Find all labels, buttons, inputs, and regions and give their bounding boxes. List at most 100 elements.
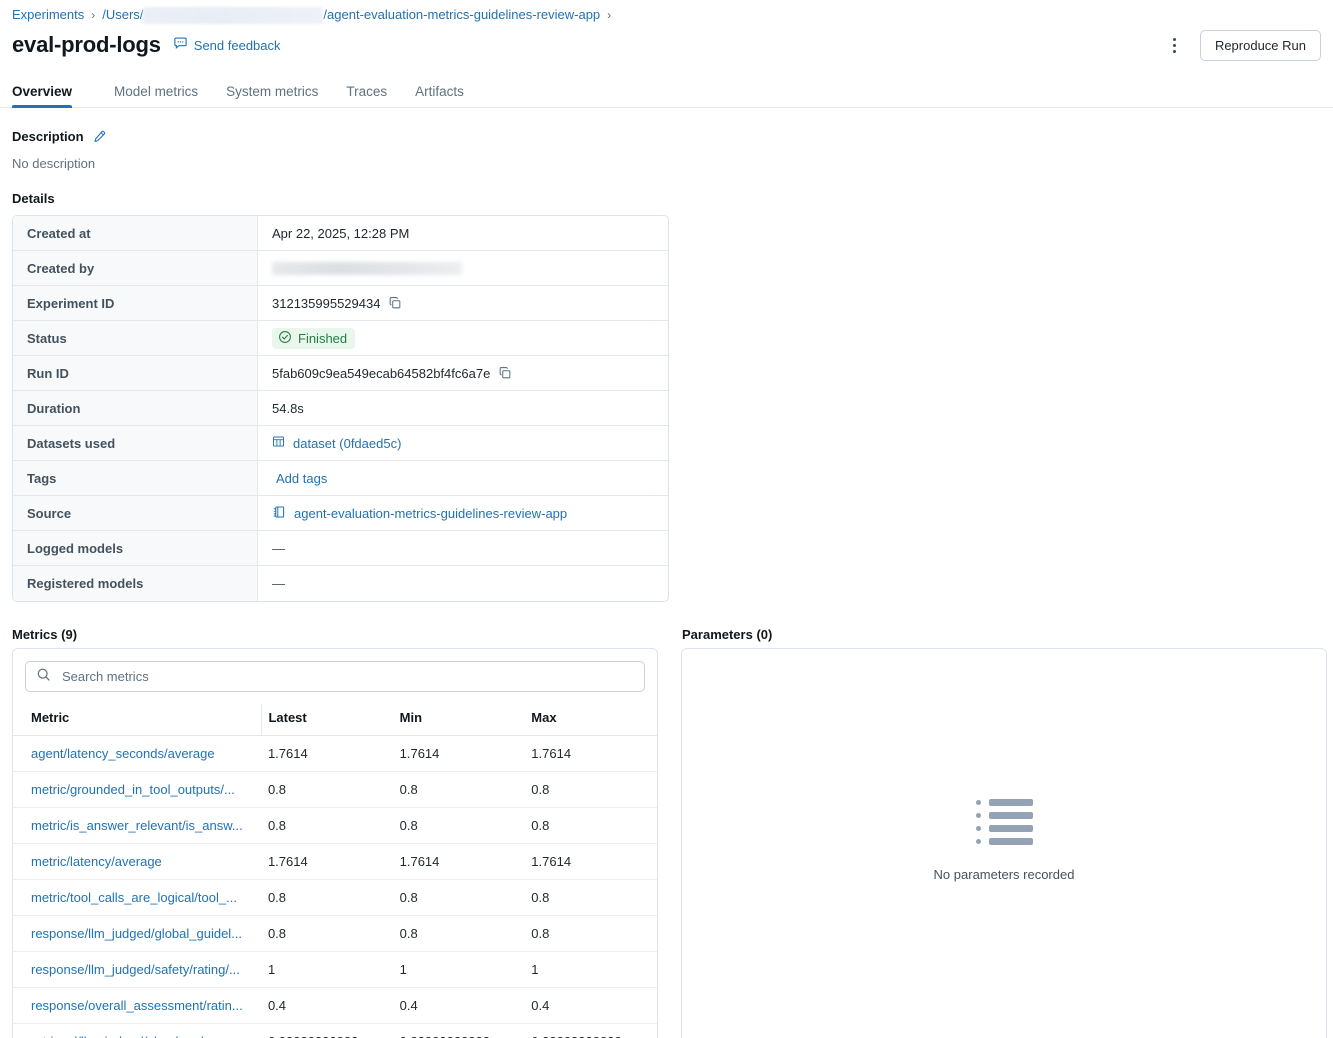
parameters-empty-state: No parameters recorded xyxy=(682,799,1326,882)
column-header-latest[interactable]: Latest xyxy=(261,704,394,736)
metrics-table-head: Metric Latest Min Max xyxy=(13,704,657,736)
column-header-metric[interactable]: Metric xyxy=(13,704,263,736)
metric-min-cell: 0.33333333333... xyxy=(393,1023,526,1038)
details-row-logged-models: Logged models — xyxy=(13,531,668,566)
metric-name-cell: metric/tool_calls_are_logical/tool_... xyxy=(13,879,262,916)
table-row: metric/grounded_in_tool_outputs/... 0.8 … xyxy=(13,771,657,808)
source-link[interactable]: agent-evaluation-metrics-guidelines-revi… xyxy=(294,505,568,521)
metric-max-cell: 1.7614 xyxy=(525,735,657,772)
breadcrumb-separator-icon: › xyxy=(91,8,96,22)
description-heading: Description xyxy=(12,129,106,144)
details-value-tags: Add tags xyxy=(258,461,668,495)
details-row-created-by: Created by xyxy=(13,251,668,286)
metric-max-cell: 0.33333333333... xyxy=(525,1023,657,1038)
send-feedback-label: Send feedback xyxy=(193,37,281,53)
column-header-min[interactable]: Min xyxy=(393,704,526,736)
tab-system-metrics[interactable]: System metrics xyxy=(226,84,319,99)
breadcrumb-item-experiments[interactable]: Experiments xyxy=(12,7,85,22)
more-options-icon[interactable] xyxy=(1164,32,1186,60)
table-row: metric/latency/average 1.7614 1.7614 1.7… xyxy=(13,843,657,880)
metric-min-cell: 0.8 xyxy=(393,879,526,916)
details-key: Created at xyxy=(13,216,258,250)
details-heading: Details xyxy=(12,191,55,206)
metric-latest-cell: 0.33333333333... xyxy=(261,1023,394,1038)
metric-latest-cell: 0.8 xyxy=(261,771,394,808)
dataset-link[interactable]: dataset (0fdaed5c) xyxy=(293,435,402,451)
details-row-created-at: Created at Apr 22, 2025, 12:28 PM xyxy=(13,216,668,251)
redacted-creator xyxy=(272,261,462,275)
details-row-experiment-id: Experiment ID 312135995529434 xyxy=(13,286,668,321)
metrics-table: Metric Latest Min Max agent/latency_seco… xyxy=(13,704,657,1038)
parameters-panel: No parameters recorded xyxy=(681,648,1327,1038)
table-row: retrieval/llm_judged/chunk_relevan... 0.… xyxy=(13,1023,657,1038)
metric-name-cell: retrieval/llm_judged/chunk_relevan... xyxy=(13,1023,262,1038)
metrics-panel: Metric Latest Min Max agent/latency_seco… xyxy=(12,648,658,1038)
comment-icon xyxy=(173,36,188,54)
add-tags-button[interactable]: Add tags xyxy=(276,470,328,486)
details-key: Registered models xyxy=(13,566,258,601)
tab-artifacts[interactable]: Artifacts xyxy=(415,84,464,99)
copy-icon[interactable] xyxy=(388,296,402,310)
header-actions: Reproduce Run xyxy=(1164,30,1321,61)
details-value-source: agent-evaluation-metrics-guidelines-revi… xyxy=(258,496,668,530)
description-label: Description xyxy=(12,129,84,144)
details-key: Duration xyxy=(13,391,258,425)
column-header-max[interactable]: Max xyxy=(525,704,657,736)
metric-latest-cell: 1.7614 xyxy=(261,843,394,880)
status-badge-label: Finished xyxy=(298,330,348,346)
metric-latest-cell: 0.4 xyxy=(261,987,394,1024)
metric-max-cell: 0.8 xyxy=(525,771,657,808)
metric-max-cell: 0.8 xyxy=(525,807,657,844)
details-key: Status xyxy=(13,321,258,355)
metric-max-cell: 0.8 xyxy=(525,915,657,952)
edit-pencil-icon[interactable] xyxy=(92,130,106,144)
metric-link[interactable]: metric/latency/average xyxy=(31,854,162,869)
metric-min-cell: 0.8 xyxy=(393,915,526,952)
details-value-experiment-id: 312135995529434 xyxy=(258,286,668,320)
metric-link[interactable]: metric/is_answer_relevant/is_answ... xyxy=(31,818,243,833)
metric-latest-cell: 0.8 xyxy=(261,807,394,844)
metric-link[interactable]: metric/grounded_in_tool_outputs/... xyxy=(31,782,235,797)
details-row-source: Source agent-evaluation-metrics-guidelin… xyxy=(13,496,668,531)
details-value-duration: 54.8s xyxy=(272,400,304,416)
tab-overview[interactable]: Overview xyxy=(12,84,86,108)
copy-icon[interactable] xyxy=(498,366,512,380)
details-key: Created by xyxy=(13,251,258,285)
tab-traces[interactable]: Traces xyxy=(346,84,388,99)
metric-min-cell: 0.4 xyxy=(393,987,526,1024)
parameters-heading: Parameters (0) xyxy=(682,627,773,642)
metric-link[interactable]: agent/latency_seconds/average xyxy=(31,746,215,761)
metric-min-cell: 0.8 xyxy=(393,771,526,808)
tab-model-metrics[interactable]: Model metrics xyxy=(114,84,199,99)
breadcrumb-app-suffix: /agent-evaluation-metrics-guidelines-rev… xyxy=(323,7,601,22)
send-feedback-button[interactable]: Send feedback xyxy=(173,36,281,54)
parameters-empty-text: No parameters recorded xyxy=(933,867,1075,882)
metric-link[interactable]: response/llm_judged/global_guidel... xyxy=(31,926,243,941)
metric-max-cell: 1 xyxy=(525,951,657,988)
metric-latest-cell: 1.7614 xyxy=(261,735,394,772)
details-row-tags: Tags Add tags xyxy=(13,461,668,496)
description-value: No description xyxy=(12,156,96,171)
metric-name-cell: metric/latency/average xyxy=(13,843,262,880)
check-circle-icon xyxy=(278,330,292,347)
details-value-run-id: 5fab609c9ea549ecab64582bf4fc6a7e xyxy=(258,356,668,390)
metric-max-cell: 0.4 xyxy=(525,987,657,1024)
details-table: Created at Apr 22, 2025, 12:28 PM Create… xyxy=(12,215,669,602)
reproduce-run-button[interactable]: Reproduce Run xyxy=(1199,30,1321,61)
metric-link[interactable]: response/llm_judged/safety/rating/... xyxy=(31,962,240,977)
metric-link[interactable]: metric/tool_calls_are_logical/tool_... xyxy=(31,890,237,905)
search-metrics-input[interactable] xyxy=(60,668,634,685)
status-badge: Finished xyxy=(272,327,356,349)
metric-link[interactable]: response/overall_assessment/ratin... xyxy=(31,998,243,1013)
details-value-registered-models: — xyxy=(272,576,285,591)
breadcrumb: Experiments › /Users/ /agent-evaluation-m… xyxy=(12,6,611,24)
details-row-run-id: Run ID 5fab609c9ea549ecab64582bf4fc6a7e xyxy=(13,356,668,391)
metric-latest-cell: 0.8 xyxy=(261,879,394,916)
details-row-duration: Duration 54.8s xyxy=(13,391,668,426)
metrics-search-wrap xyxy=(13,649,657,692)
details-row-registered-models: Registered models — xyxy=(13,566,668,601)
metric-name-cell: metric/grounded_in_tool_outputs/... xyxy=(13,771,262,808)
breadcrumb-item-user-path[interactable]: /Users/ /agent-evaluation-metrics-guideli… xyxy=(102,6,600,24)
metric-link[interactable]: retrieval/llm_judged/chunk_relevan... xyxy=(31,1034,243,1038)
metrics-search-box[interactable] xyxy=(25,661,645,692)
